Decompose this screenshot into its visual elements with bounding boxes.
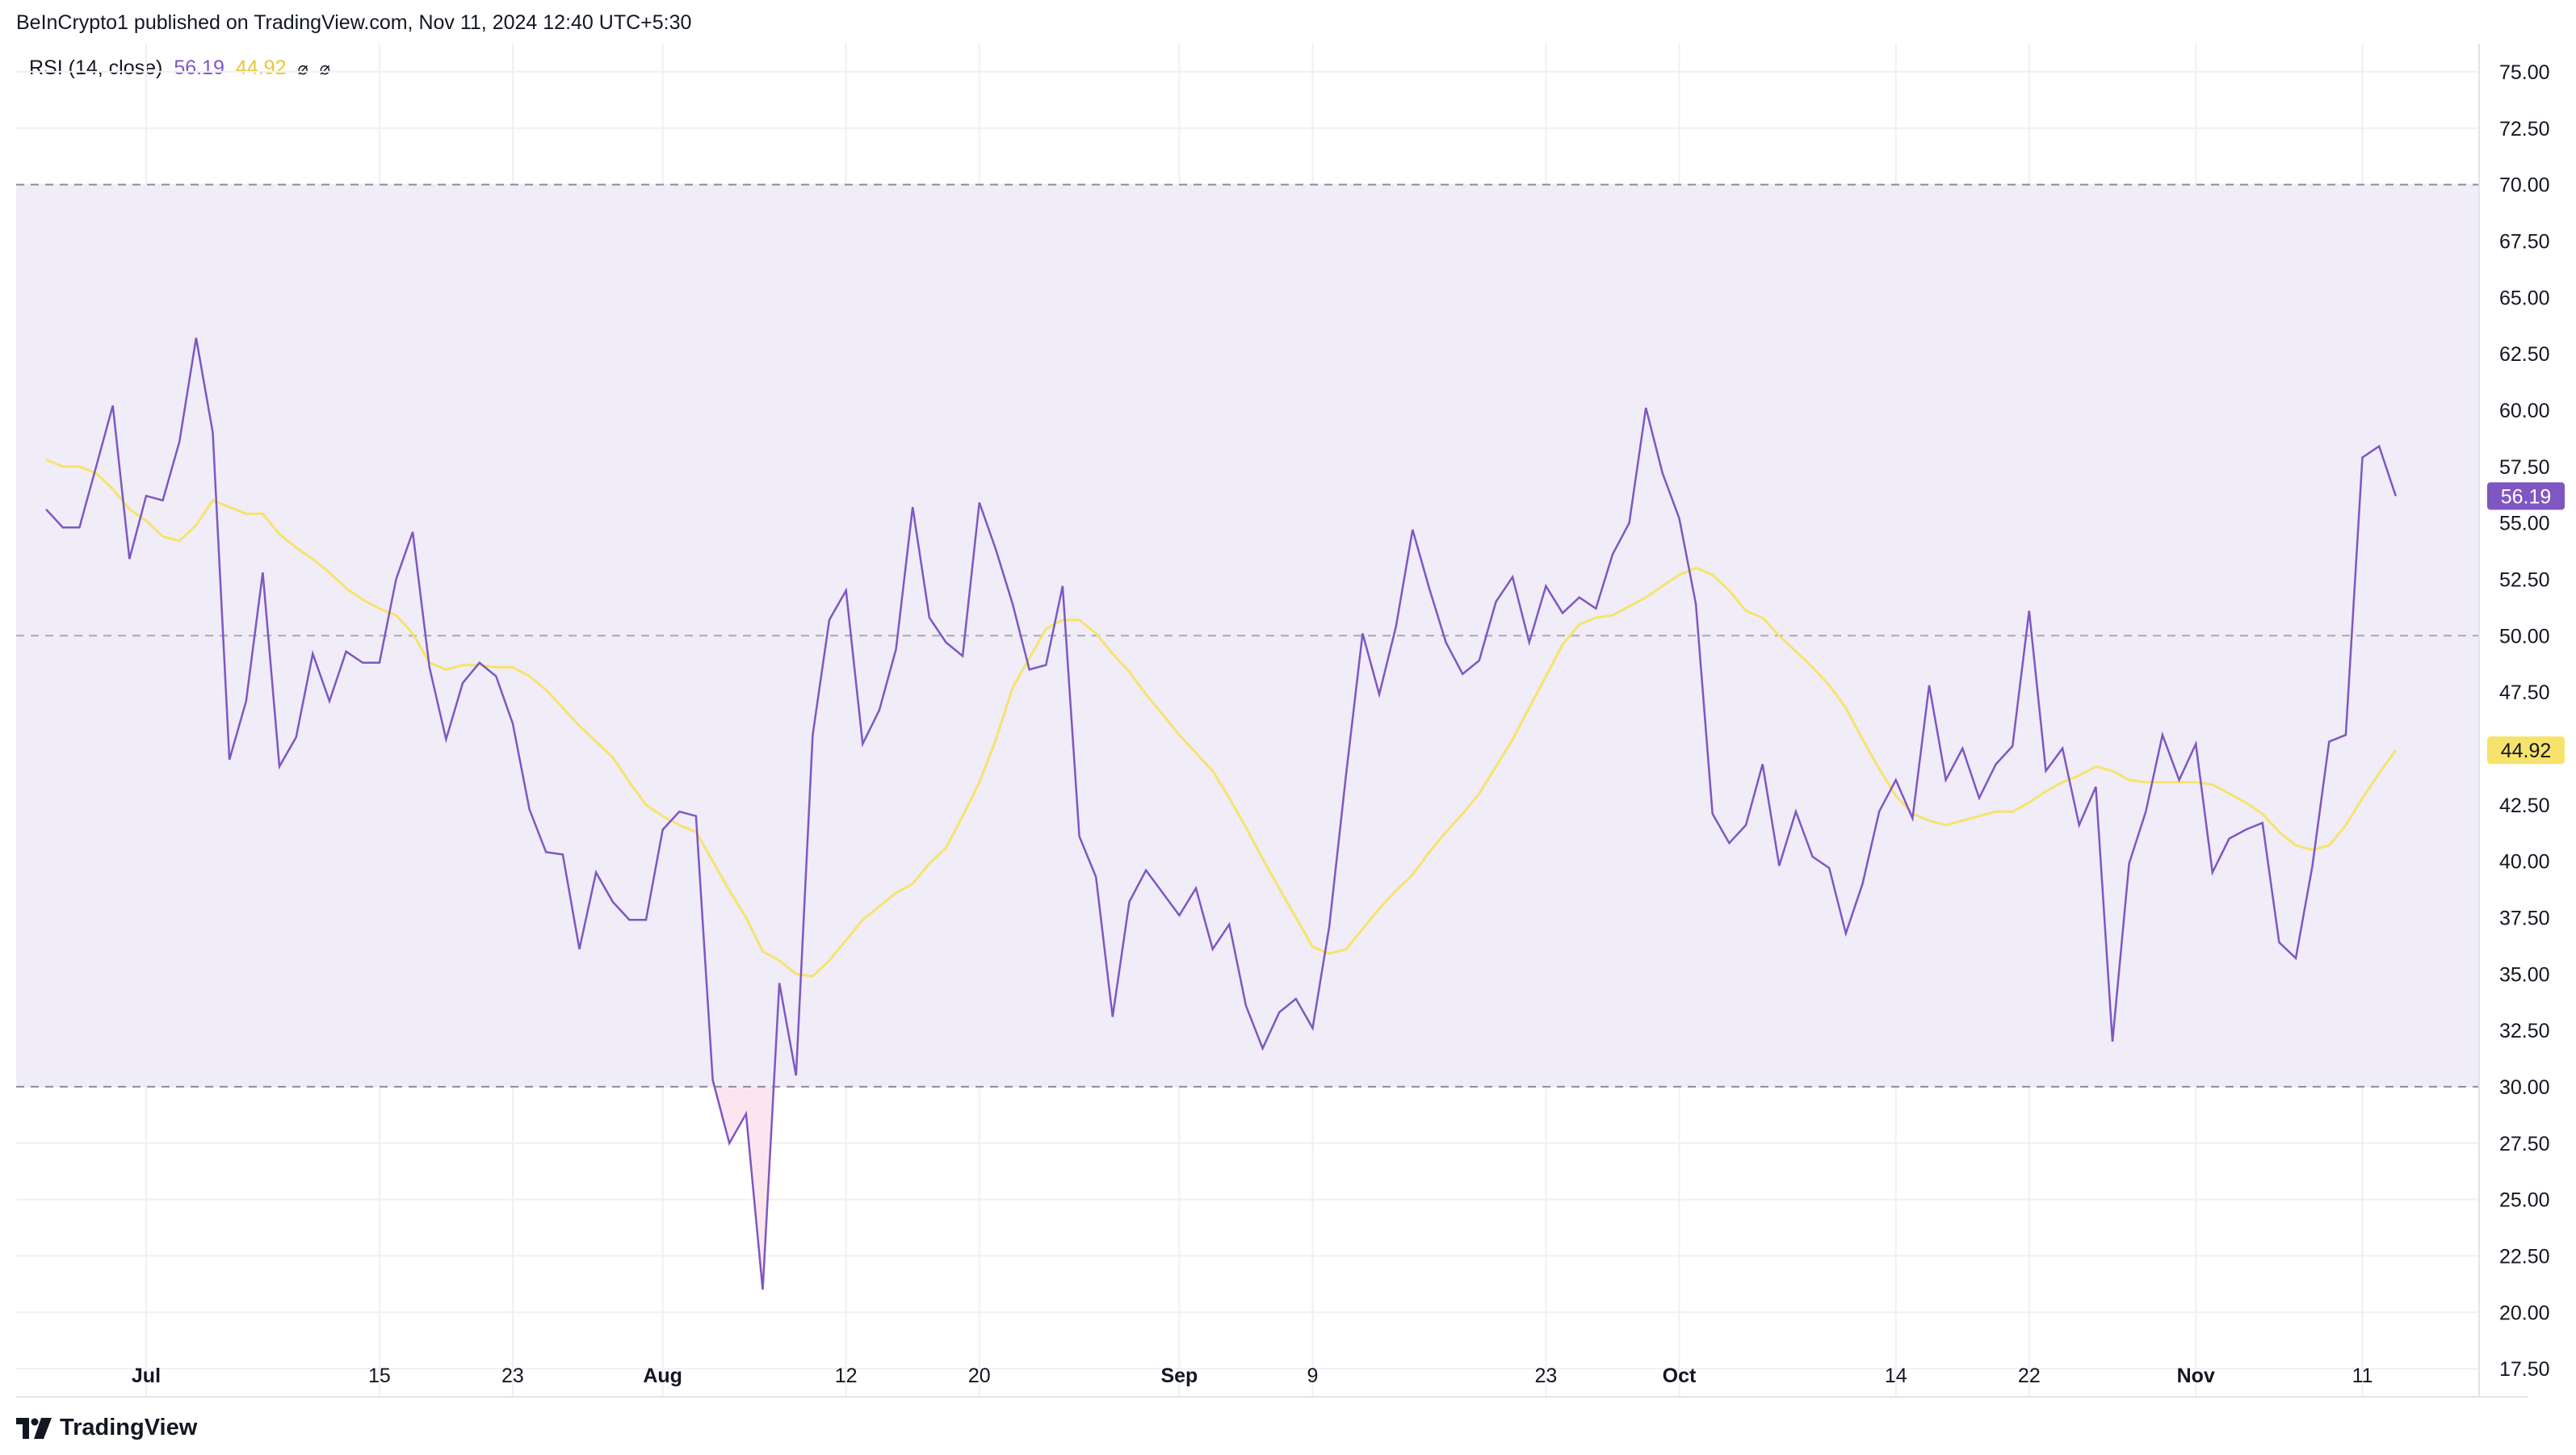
indicator-legend[interactable]: RSI (14, close) 56.19 44.92 ⌀ ⌀ [29,57,330,80]
y-tick-label: 75.00 [2499,61,2550,84]
chart-frame [16,44,2528,1398]
x-tick-label: 20 [968,1365,991,1387]
y-tick-label: 17.50 [2499,1358,2550,1381]
tradingview-brand: TradingView [60,1415,198,1440]
y-tick-label: 70.00 [2499,174,2550,197]
y-tick-label: 72.50 [2499,118,2550,140]
y-tick-label: 52.50 [2499,568,2550,591]
ma-last-value-badge: 44.92 [2501,740,2552,762]
y-tick-label: 62.50 [2499,343,2550,366]
rsi-legend-value: 56.19 [174,57,224,79]
x-tick-label: Aug [643,1365,682,1387]
ma-legend-value: 44.92 [235,57,287,79]
x-tick-label: 14 [1885,1365,1907,1387]
tradingview-logo-icon [16,1417,52,1439]
y-tick-label: 40.00 [2499,851,2550,874]
y-tick-label: 57.50 [2499,456,2550,479]
y-tick-label: 32.50 [2499,1020,2550,1042]
y-tick-label: 55.00 [2499,513,2550,535]
y-tick-label: 30.00 [2499,1076,2550,1099]
y-tick-label: 35.00 [2499,963,2550,986]
x-tick-label: 22 [2018,1365,2041,1387]
y-tick-label: 27.50 [2499,1133,2550,1155]
y-tick-label: 37.50 [2499,907,2550,929]
x-tick-label: 23 [1534,1365,1557,1387]
x-tick-label: Sep [1160,1365,1198,1387]
band-lines [16,183,2479,1088]
publisher-caption: BeInCrypto1 published on TradingView.com… [16,11,692,34]
x-tick-label: Oct [1663,1365,1697,1387]
rsi-last-value-badge: 56.19 [2501,485,2552,508]
y-tick-label: 50.00 [2499,625,2550,648]
x-tick-label: 23 [501,1365,524,1387]
x-tick-label: 12 [835,1365,858,1387]
hidden-plot-icon-2: ⌀ [319,57,330,78]
y-tick-label: 47.50 [2499,681,2550,704]
rsi-series-line [45,338,2397,1290]
hidden-plot-icon: ⌀ [297,57,308,78]
y-tick-label: 22.50 [2499,1245,2550,1268]
ma-last-value-badge-bg [2487,736,2565,765]
y-tick-label: 20.00 [2499,1302,2550,1324]
x-tick-label: Jul [132,1365,161,1387]
x-tick-label: 11 [2352,1365,2373,1387]
x-tick-label: Nov [2177,1365,2215,1387]
x-tick-label: 9 [1307,1365,1319,1387]
indicator-name[interactable]: RSI (14, close) [29,57,163,79]
y-tick-label: 65.00 [2499,287,2550,309]
y-tick-label: 67.50 [2499,230,2550,253]
y-tick-label: 60.00 [2499,400,2550,422]
x-tick-label: 15 [368,1365,391,1387]
rsi-last-value-badge-bg [2487,482,2565,510]
y-tick-label: 42.50 [2499,795,2550,817]
ma-series-line [45,459,2398,978]
y-tick-label: 25.00 [2499,1189,2550,1212]
tradingview-logo[interactable]: TradingView [16,1415,197,1441]
price-scale[interactable]: 75.00 72.50 70.00 67.50 65.00 62.50 60.00 57.50… [2499,61,2550,1381]
time-scale[interactable]: Jul 15 23 Aug 12 20 Sep 9 23 Oct 14 22 Nov 11 [132,1365,2373,1387]
last-value-badges: 56.19 44.92 [2487,482,2565,765]
